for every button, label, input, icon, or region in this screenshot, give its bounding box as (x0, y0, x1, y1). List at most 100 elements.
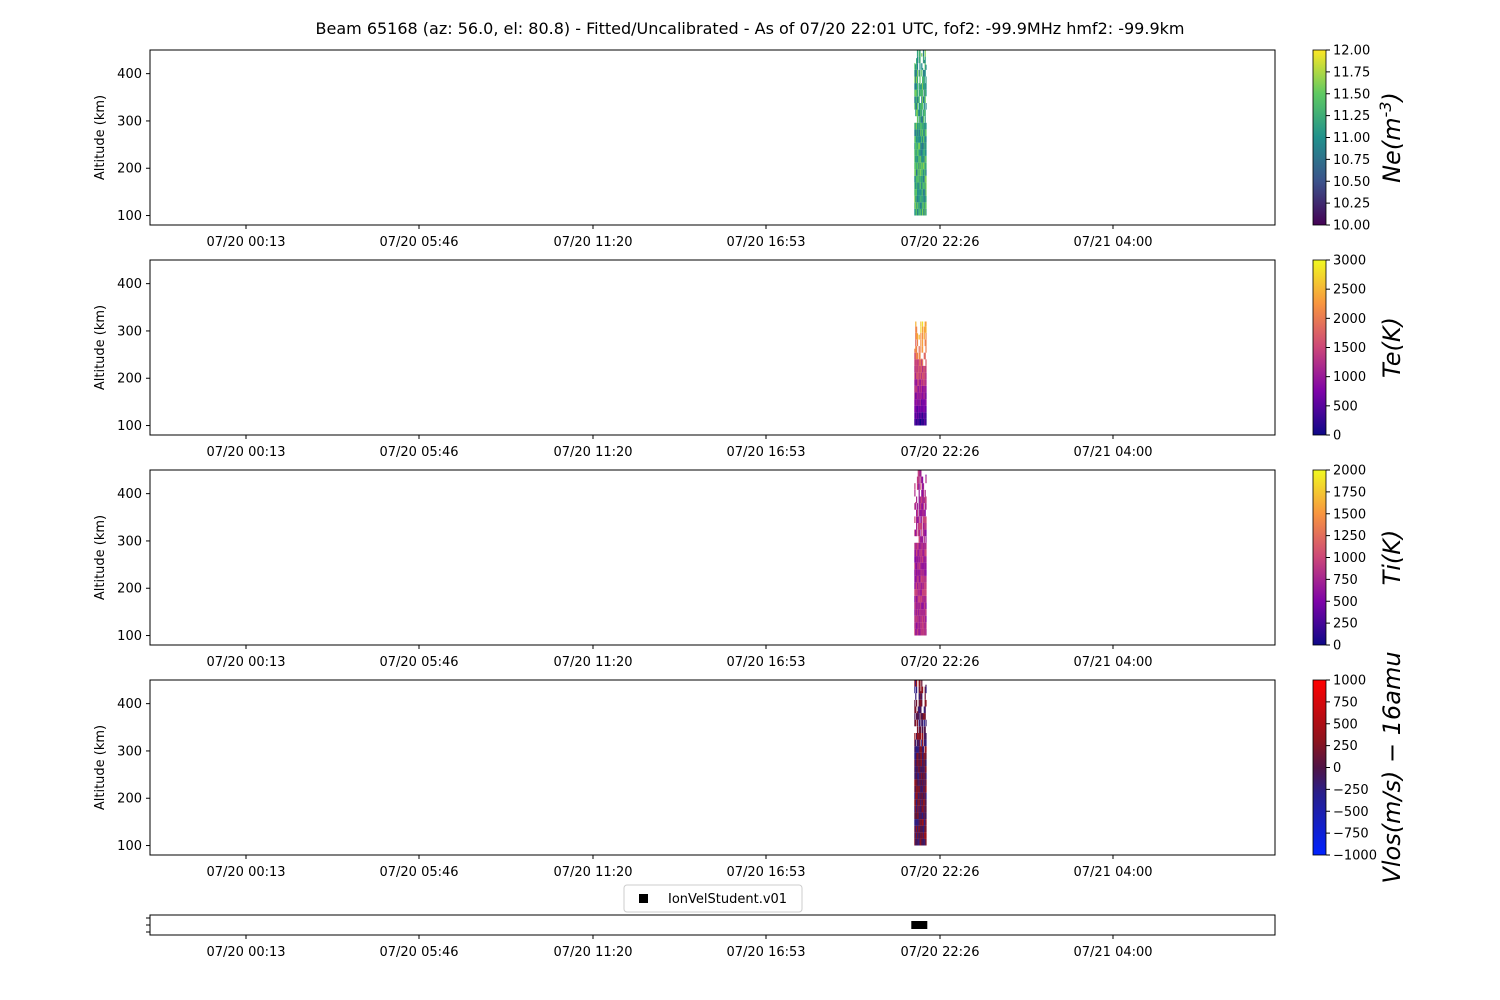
vlos-cell (925, 799, 927, 806)
ti-cell (918, 622, 920, 629)
ne-cell (919, 76, 921, 84)
ne-cell (922, 76, 925, 84)
ti-cell (920, 569, 922, 576)
vlos-cell (922, 805, 925, 813)
ti-cell (916, 622, 919, 629)
ti-cell (921, 595, 923, 603)
ti-cell (922, 609, 924, 616)
ne-cell (916, 208, 918, 216)
ne-cell (923, 182, 925, 189)
vlos-cell (922, 785, 925, 793)
ne-cell (925, 76, 927, 84)
ne-cell (917, 149, 919, 156)
vlos-colorbar-tick-label: 500 (1333, 717, 1358, 732)
vlos-cell (916, 812, 918, 819)
te-cell (924, 352, 926, 360)
vlos-cell (917, 766, 919, 773)
vlos-cell (919, 779, 921, 786)
ti-cell (923, 622, 925, 629)
ne-cell (918, 50, 920, 57)
vlos-cell (914, 772, 916, 780)
ne-cell (916, 96, 919, 103)
vlos-cell (918, 759, 920, 767)
te-cell (922, 405, 924, 413)
te-cell (920, 321, 922, 327)
te-cell (922, 365, 924, 373)
te-cell (916, 392, 919, 399)
ti-cell (916, 628, 919, 636)
te-cell (916, 352, 918, 360)
te-cell (916, 399, 918, 406)
ne-cell (923, 69, 925, 77)
ne-cell (923, 189, 925, 196)
vlos-cell (916, 746, 918, 753)
ti-x-tick-label: 07/20 05:46 (379, 655, 458, 670)
te-colorbar-tick-label: 0 (1333, 429, 1341, 444)
vlos-cell (917, 713, 919, 720)
ne-cell (915, 122, 917, 130)
ne-axes-frame (149, 49, 1276, 226)
vlos-cell (915, 772, 917, 780)
ti-cell (918, 595, 920, 603)
ti-cell (916, 589, 919, 596)
ti-cell (922, 595, 925, 603)
te-x-tick-label: 07/20 22:26 (900, 445, 979, 460)
ti-cell (919, 556, 921, 563)
te-cell (921, 359, 923, 366)
vlos-y-tick-label: 200 (117, 792, 142, 807)
vlos-cell (922, 779, 925, 786)
te-cell (925, 399, 927, 406)
ne-cell (919, 103, 921, 110)
ne-cell (914, 103, 916, 110)
ti-cell (924, 489, 926, 497)
ne-cell (924, 69, 926, 77)
ti-cell (915, 595, 917, 603)
ti-cell (914, 556, 916, 563)
ti-cell (916, 509, 919, 517)
te-cell (924, 412, 926, 419)
te-cell (916, 365, 918, 373)
te-cell (922, 332, 924, 340)
ne-cell (916, 103, 918, 110)
vlos-cell (918, 693, 920, 700)
vlos-cell (924, 799, 926, 806)
ti-cell (916, 503, 919, 510)
ne-cell (915, 83, 917, 90)
ne-cell (925, 64, 927, 70)
vlos-colorbar-tick-label: −250 (1333, 783, 1369, 798)
te-cell (924, 326, 926, 333)
ne-cell (922, 202, 924, 209)
ti-cell (915, 589, 917, 596)
ti-cell (917, 516, 919, 523)
ne-cell (918, 189, 920, 196)
ne-cell (917, 195, 919, 203)
ti-cell (924, 496, 926, 504)
ne-cell (917, 189, 919, 196)
vlos-cell (925, 779, 927, 786)
te-cell (922, 359, 924, 366)
ti-cell (918, 609, 920, 616)
te-cell (918, 399, 920, 406)
vlos-colorbar-tick-label: 1000 (1333, 674, 1366, 689)
ne-cell (916, 122, 919, 130)
ne-cell (920, 175, 922, 183)
te-cell (922, 385, 925, 393)
ti-cell (918, 569, 920, 576)
ti-cell (923, 549, 925, 557)
vlos-x-tick-label: 07/20 05:46 (379, 865, 458, 880)
ti-cell (916, 509, 918, 517)
ne-cell (924, 122, 926, 130)
vlos-cell (924, 733, 926, 740)
vlos-cell (916, 785, 919, 793)
ti-cell (918, 582, 920, 590)
ti-cell (916, 615, 919, 623)
ne-cell (914, 208, 916, 216)
ne-cell (916, 162, 919, 170)
ne-cell (916, 189, 918, 196)
ti-cell (916, 622, 918, 629)
vlos-cell (916, 825, 918, 833)
ti-cell (916, 556, 918, 563)
vlos-cell (921, 739, 923, 747)
te-colorbar-tick-label: 1000 (1333, 370, 1366, 385)
vlos-axes-frame (149, 679, 1276, 856)
